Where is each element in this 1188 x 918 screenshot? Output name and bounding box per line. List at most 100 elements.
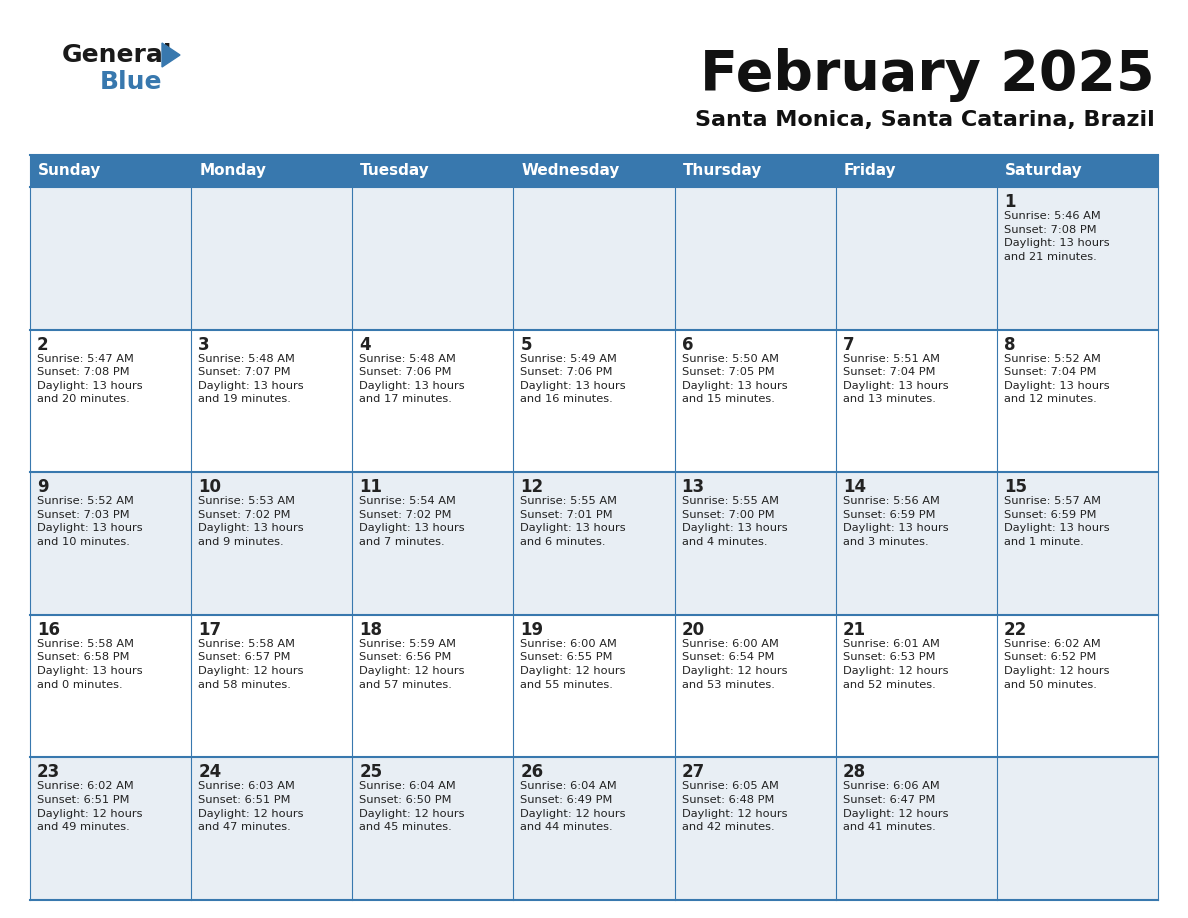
Text: Sunrise: 5:56 AM
Sunset: 6:59 PM
Daylight: 13 hours
and 3 minutes.: Sunrise: 5:56 AM Sunset: 6:59 PM Dayligh… [842, 497, 948, 547]
Text: Sunrise: 5:59 AM
Sunset: 6:56 PM
Daylight: 12 hours
and 57 minutes.: Sunrise: 5:59 AM Sunset: 6:56 PM Dayligh… [359, 639, 465, 689]
Text: 28: 28 [842, 764, 866, 781]
Text: Sunrise: 6:00 AM
Sunset: 6:55 PM
Daylight: 12 hours
and 55 minutes.: Sunrise: 6:00 AM Sunset: 6:55 PM Dayligh… [520, 639, 626, 689]
Bar [835, 330, 997, 472]
Text: 3: 3 [198, 336, 210, 353]
Text: 4: 4 [359, 336, 371, 353]
Text: 18: 18 [359, 621, 383, 639]
Text: Sunrise: 5:55 AM
Sunset: 7:01 PM
Daylight: 13 hours
and 6 minutes.: Sunrise: 5:55 AM Sunset: 7:01 PM Dayligh… [520, 497, 626, 547]
Text: Sunrise: 5:53 AM
Sunset: 7:02 PM
Daylight: 13 hours
and 9 minutes.: Sunrise: 5:53 AM Sunset: 7:02 PM Dayligh… [198, 497, 304, 547]
Bar [997, 330, 1158, 472]
Text: Sunrise: 6:02 AM
Sunset: 6:52 PM
Daylight: 12 hours
and 50 minutes.: Sunrise: 6:02 AM Sunset: 6:52 PM Dayligh… [1004, 639, 1110, 689]
Text: 7: 7 [842, 336, 854, 353]
Bar [513, 472, 675, 615]
Text: Sunrise: 6:05 AM
Sunset: 6:48 PM
Daylight: 12 hours
and 42 minutes.: Sunrise: 6:05 AM Sunset: 6:48 PM Dayligh… [682, 781, 788, 833]
Bar [675, 615, 835, 757]
Bar [191, 187, 353, 330]
Bar [835, 155, 997, 187]
Text: 26: 26 [520, 764, 544, 781]
Bar [191, 155, 353, 187]
Text: 17: 17 [198, 621, 221, 639]
Bar [997, 187, 1158, 330]
Bar [353, 155, 513, 187]
Text: 27: 27 [682, 764, 704, 781]
Bar [997, 615, 1158, 757]
Text: February 2025: February 2025 [701, 48, 1155, 102]
Text: Sunrise: 5:54 AM
Sunset: 7:02 PM
Daylight: 13 hours
and 7 minutes.: Sunrise: 5:54 AM Sunset: 7:02 PM Dayligh… [359, 497, 465, 547]
Text: 10: 10 [198, 478, 221, 497]
Text: Sunrise: 5:47 AM
Sunset: 7:08 PM
Daylight: 13 hours
and 20 minutes.: Sunrise: 5:47 AM Sunset: 7:08 PM Dayligh… [37, 353, 143, 405]
Text: Sunrise: 6:03 AM
Sunset: 6:51 PM
Daylight: 12 hours
and 47 minutes.: Sunrise: 6:03 AM Sunset: 6:51 PM Dayligh… [198, 781, 304, 833]
Text: 16: 16 [37, 621, 61, 639]
Bar [835, 187, 997, 330]
Text: 19: 19 [520, 621, 544, 639]
Text: 14: 14 [842, 478, 866, 497]
Text: Blue: Blue [100, 70, 163, 94]
Bar [353, 615, 513, 757]
Text: Sunday: Sunday [38, 163, 101, 178]
Text: 15: 15 [1004, 478, 1026, 497]
Text: 1: 1 [1004, 193, 1016, 211]
Bar [997, 155, 1158, 187]
Bar [675, 757, 835, 900]
Bar [30, 155, 191, 187]
Text: Sunrise: 5:52 AM
Sunset: 7:03 PM
Daylight: 13 hours
and 10 minutes.: Sunrise: 5:52 AM Sunset: 7:03 PM Dayligh… [37, 497, 143, 547]
Bar [997, 757, 1158, 900]
Text: 11: 11 [359, 478, 383, 497]
Bar [835, 472, 997, 615]
Text: Saturday: Saturday [1005, 163, 1082, 178]
Text: General: General [62, 43, 172, 67]
Text: Monday: Monday [200, 163, 266, 178]
Text: 8: 8 [1004, 336, 1016, 353]
Text: Sunrise: 5:57 AM
Sunset: 6:59 PM
Daylight: 13 hours
and 1 minute.: Sunrise: 5:57 AM Sunset: 6:59 PM Dayligh… [1004, 497, 1110, 547]
Text: 12: 12 [520, 478, 544, 497]
Text: Sunrise: 6:00 AM
Sunset: 6:54 PM
Daylight: 12 hours
and 53 minutes.: Sunrise: 6:00 AM Sunset: 6:54 PM Dayligh… [682, 639, 788, 689]
Bar [513, 330, 675, 472]
Bar [675, 187, 835, 330]
Bar [353, 757, 513, 900]
Polygon shape [162, 43, 181, 67]
Bar [30, 615, 191, 757]
Text: 24: 24 [198, 764, 221, 781]
Text: 22: 22 [1004, 621, 1028, 639]
Bar [30, 187, 191, 330]
Bar [513, 757, 675, 900]
Bar [191, 472, 353, 615]
Bar [675, 155, 835, 187]
Bar [191, 757, 353, 900]
Bar [353, 330, 513, 472]
Text: Sunrise: 5:48 AM
Sunset: 7:07 PM
Daylight: 13 hours
and 19 minutes.: Sunrise: 5:48 AM Sunset: 7:07 PM Dayligh… [198, 353, 304, 405]
Bar [353, 187, 513, 330]
Bar [30, 757, 191, 900]
Text: Sunrise: 5:58 AM
Sunset: 6:58 PM
Daylight: 13 hours
and 0 minutes.: Sunrise: 5:58 AM Sunset: 6:58 PM Dayligh… [37, 639, 143, 689]
Bar [191, 330, 353, 472]
Bar [835, 757, 997, 900]
Text: 5: 5 [520, 336, 532, 353]
Bar [997, 472, 1158, 615]
Bar [835, 615, 997, 757]
Text: Wednesday: Wednesday [522, 163, 620, 178]
Bar [675, 472, 835, 615]
Bar [353, 472, 513, 615]
Bar [675, 330, 835, 472]
Text: 2: 2 [37, 336, 49, 353]
Text: 21: 21 [842, 621, 866, 639]
Text: 6: 6 [682, 336, 693, 353]
Bar [513, 155, 675, 187]
Text: Sunrise: 5:58 AM
Sunset: 6:57 PM
Daylight: 12 hours
and 58 minutes.: Sunrise: 5:58 AM Sunset: 6:57 PM Dayligh… [198, 639, 304, 689]
Bar [513, 615, 675, 757]
Text: Sunrise: 5:51 AM
Sunset: 7:04 PM
Daylight: 13 hours
and 13 minutes.: Sunrise: 5:51 AM Sunset: 7:04 PM Dayligh… [842, 353, 948, 405]
Text: Sunrise: 6:04 AM
Sunset: 6:49 PM
Daylight: 12 hours
and 44 minutes.: Sunrise: 6:04 AM Sunset: 6:49 PM Dayligh… [520, 781, 626, 833]
Text: 9: 9 [37, 478, 49, 497]
Text: 13: 13 [682, 478, 704, 497]
Text: Sunrise: 6:06 AM
Sunset: 6:47 PM
Daylight: 12 hours
and 41 minutes.: Sunrise: 6:06 AM Sunset: 6:47 PM Dayligh… [842, 781, 948, 833]
Text: Sunrise: 5:48 AM
Sunset: 7:06 PM
Daylight: 13 hours
and 17 minutes.: Sunrise: 5:48 AM Sunset: 7:06 PM Dayligh… [359, 353, 465, 405]
Text: Sunrise: 5:55 AM
Sunset: 7:00 PM
Daylight: 13 hours
and 4 minutes.: Sunrise: 5:55 AM Sunset: 7:00 PM Dayligh… [682, 497, 788, 547]
Text: Sunrise: 5:50 AM
Sunset: 7:05 PM
Daylight: 13 hours
and 15 minutes.: Sunrise: 5:50 AM Sunset: 7:05 PM Dayligh… [682, 353, 788, 405]
Text: Santa Monica, Santa Catarina, Brazil: Santa Monica, Santa Catarina, Brazil [695, 110, 1155, 130]
Text: 25: 25 [359, 764, 383, 781]
Bar [191, 615, 353, 757]
Text: 20: 20 [682, 621, 704, 639]
Text: 23: 23 [37, 764, 61, 781]
Bar [30, 472, 191, 615]
Text: Sunrise: 6:04 AM
Sunset: 6:50 PM
Daylight: 12 hours
and 45 minutes.: Sunrise: 6:04 AM Sunset: 6:50 PM Dayligh… [359, 781, 465, 833]
